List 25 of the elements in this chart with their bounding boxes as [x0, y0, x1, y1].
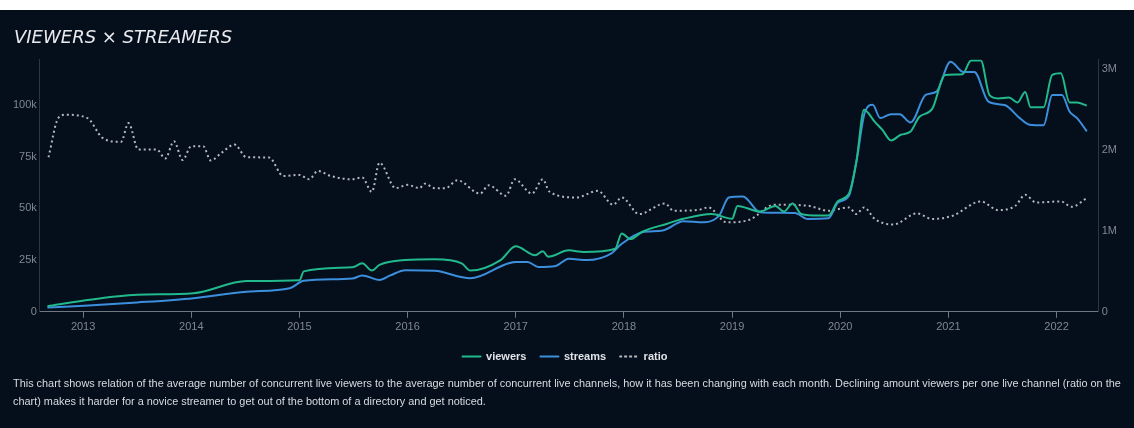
y-tick-label: 25k	[19, 253, 38, 266]
x-tick-label: 2020	[827, 320, 853, 333]
y2-tick-label: 2M	[1101, 143, 1117, 156]
y-tick-label: 50k	[19, 201, 38, 214]
chart-title: VIEWERS × STREAMERS	[14, 26, 233, 47]
y2-tick-label: 0	[1101, 304, 1108, 317]
legend-label: viewers	[486, 349, 527, 362]
x-tick-label: 2017	[503, 320, 528, 333]
x-tick-label: 2019	[719, 320, 745, 333]
x-tick-label: 2015	[287, 320, 312, 333]
y-tick-label: 0	[30, 304, 37, 317]
x-tick-label: 2018	[611, 320, 637, 333]
line-series	[47, 113, 1088, 226]
x-tick-label: 2021	[936, 320, 961, 333]
legend-label: streams	[563, 349, 607, 362]
x-tick-label: 2014	[179, 320, 204, 333]
y-tick-label: 100k	[12, 98, 38, 111]
legend-label: ratio	[643, 349, 668, 362]
x-tick-label: 2016	[395, 320, 420, 333]
x-tick-label: 2022	[1044, 320, 1069, 333]
text: This chart shows relation of the average number of concurrent live viewers to the average number of concurrent live channels, how it has been changing with each month. Declining amount viewers per one live channel (ratio on the chart) makes it harder for a novice streamer to get out of the bottom of a directory and get noticed.	[13, 376, 1122, 409]
y-tick-label: 75k	[19, 149, 38, 162]
x-tick-label: 2013	[70, 320, 96, 333]
y2-tick-label: 1M	[1101, 224, 1117, 236]
y2-tick-label: 3M	[1101, 62, 1117, 75]
